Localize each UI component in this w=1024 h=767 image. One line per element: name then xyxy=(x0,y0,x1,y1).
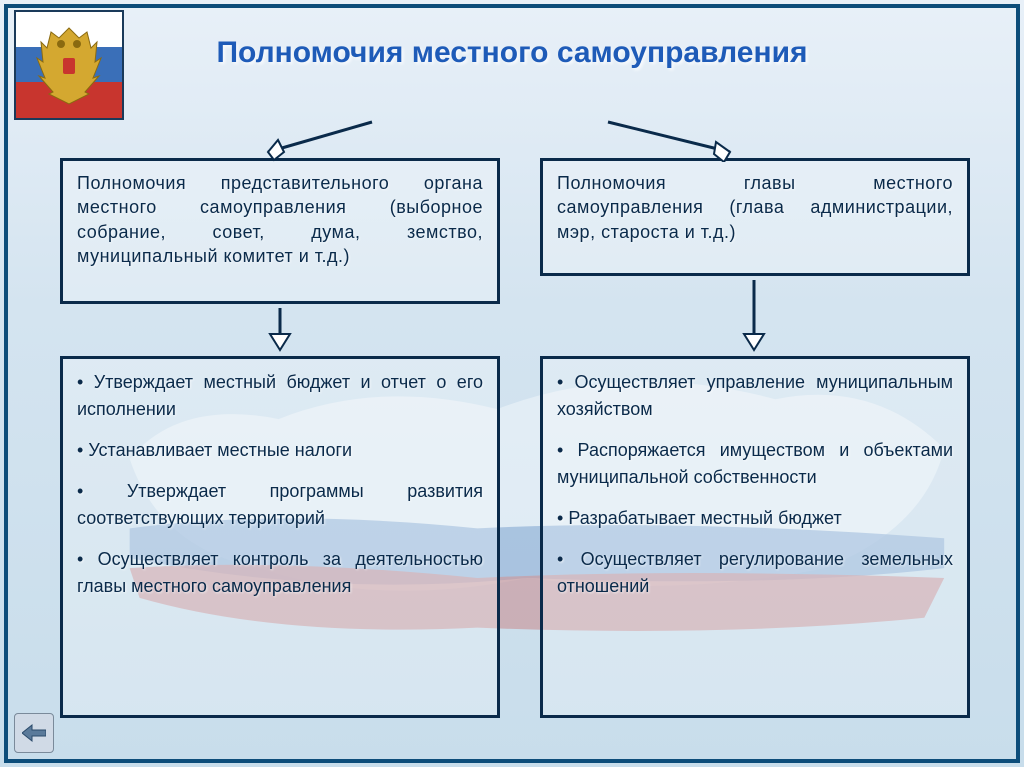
coat-of-arms-icon xyxy=(29,20,109,110)
list-item: Осуществляет регулирование земельных отн… xyxy=(557,549,953,596)
box-head-header: Полномочия главы местного самоуправления… xyxy=(540,158,970,276)
box-head-list: • Осуществляет управление муниципальным … xyxy=(540,356,970,718)
rep-body-header-text: Полномочия представительного органа мест… xyxy=(77,173,483,266)
box-rep-body-list: • Утверждает местный бюджет и отчет о ег… xyxy=(60,356,500,718)
back-arrow-icon xyxy=(22,723,46,743)
list-item: Разрабатывает местный бюджет xyxy=(568,508,841,528)
list-item: Осуществляет управление муниципальным хо… xyxy=(557,372,953,419)
list-item: Осуществляет контроль за деятельностью г… xyxy=(77,549,483,596)
list-item: Устанавливает местные налоги xyxy=(88,440,352,460)
box-rep-body-header: Полномочия представительного органа мест… xyxy=(60,158,500,304)
arrow-left-down xyxy=(264,306,296,354)
list-item: Утверждает программы развития соответств… xyxy=(77,481,483,528)
arrow-title-left xyxy=(250,116,380,162)
emblem-flag xyxy=(14,10,124,120)
list-item: Утверждает местный бюджет и отчет о его … xyxy=(77,372,483,419)
arrow-title-right xyxy=(600,116,750,162)
back-button[interactable] xyxy=(14,713,54,753)
list-item: Распоряжается имуществом и объектами мун… xyxy=(557,440,953,487)
arrow-right-down xyxy=(738,278,770,354)
head-header-text: Полномочия главы местного самоуправления… xyxy=(557,173,953,242)
slide-title: Полномочия местного самоуправления xyxy=(0,35,1024,71)
